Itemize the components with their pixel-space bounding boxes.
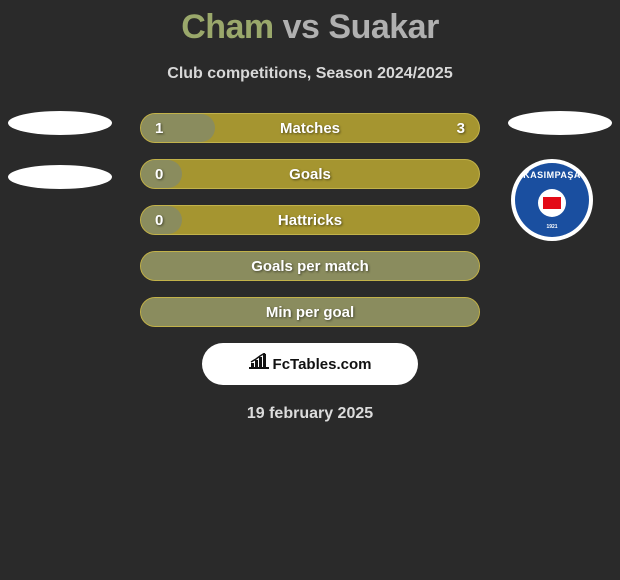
club-year-text: 1921: [546, 224, 557, 230]
vs-text: vs: [283, 8, 320, 46]
source-attribution[interactable]: FcTables.com: [202, 343, 418, 385]
stat-bar: 0 Goals: [140, 159, 480, 189]
player1-club-placeholder-2: [8, 165, 112, 189]
club-flag-circle: [538, 189, 566, 217]
stat-bar: 1 Matches 3: [140, 113, 480, 143]
left-player-badges: [8, 111, 118, 219]
player2-club-placeholder-1: [508, 111, 612, 135]
stat-bars-container: 1 Matches 3 0 Goals 0 Hattricks Goals per match…: [140, 113, 480, 327]
club-name-text: KASIMPAŞA: [523, 170, 581, 180]
bar-chart-icon: [249, 353, 269, 375]
page-title: Cham vs Suakar: [0, 0, 620, 47]
turkey-flag-icon: [543, 197, 561, 209]
right-player-badges: KASIMPAŞA 1921: [502, 111, 612, 241]
stat-bar: Min per goal: [140, 297, 480, 327]
stat-left-value: 1: [155, 120, 163, 137]
subtitle: Club competitions, Season 2024/2025: [0, 65, 620, 83]
stat-bar-fill: [141, 114, 215, 142]
player1-club-placeholder-1: [8, 111, 112, 135]
stat-label: Goals: [289, 166, 331, 183]
stat-bar: Goals per match: [140, 251, 480, 281]
stat-label: Matches: [280, 120, 340, 137]
stat-left-value: 0: [155, 166, 163, 183]
player2-name: Suakar: [328, 8, 438, 46]
stat-left-value: 0: [155, 212, 163, 229]
stat-bar: 0 Hattricks: [140, 205, 480, 235]
stat-label: Hattricks: [278, 212, 342, 229]
stat-right-value: 3: [457, 120, 465, 137]
kasimpasa-logo: KASIMPAŞA 1921: [511, 159, 593, 241]
stat-label: Min per goal: [266, 304, 354, 321]
source-label: FcTables.com: [273, 356, 372, 373]
player2-club-badge: KASIMPAŞA 1921: [502, 159, 602, 241]
stats-area: KASIMPAŞA 1921 1 Matches 3 0 Goals 0 Hattricks…: [0, 113, 620, 327]
stat-label: Goals per match: [251, 258, 369, 275]
player1-name: Cham: [181, 8, 273, 46]
generated-date: 19 february 2025: [0, 405, 620, 423]
